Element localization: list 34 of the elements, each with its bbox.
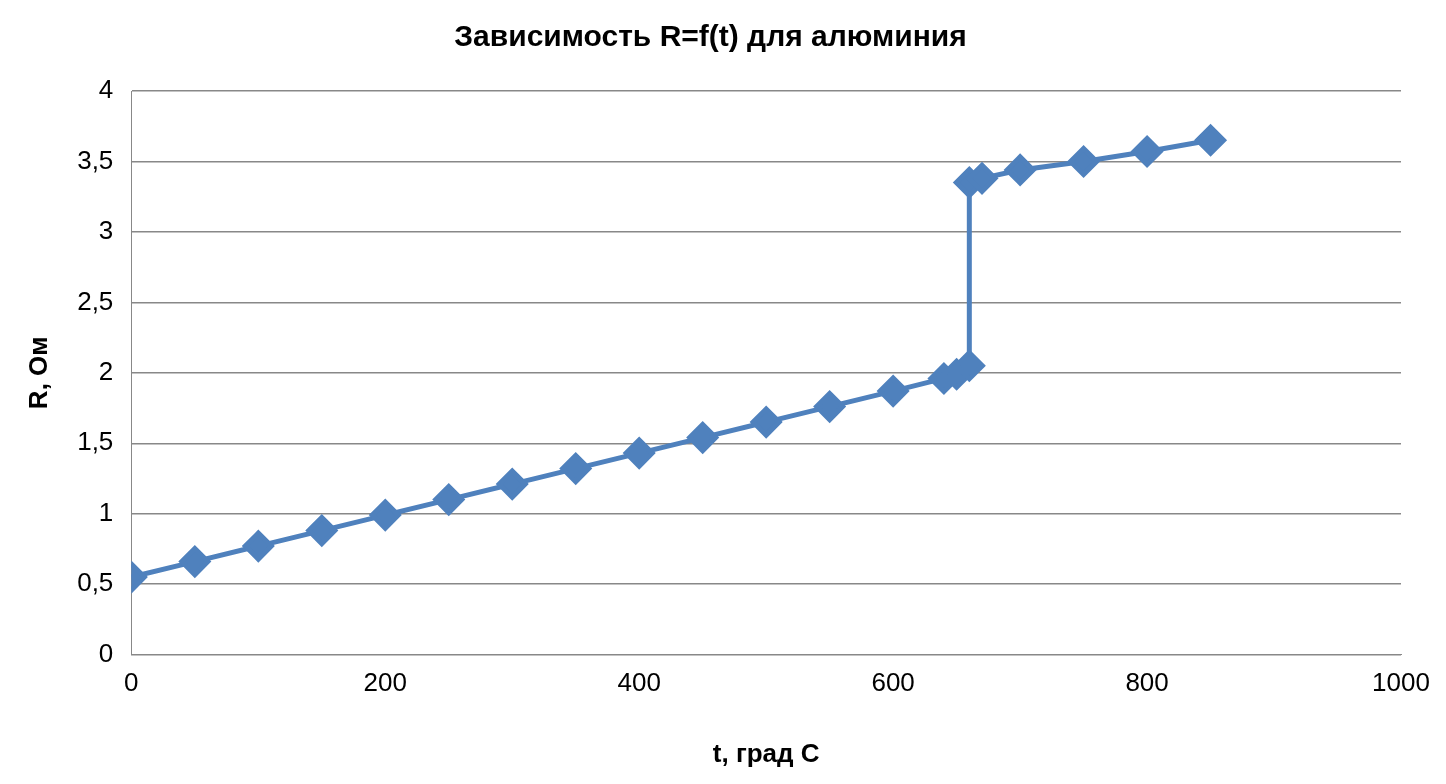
point bbox=[1068, 145, 1100, 177]
point bbox=[814, 391, 846, 423]
y-tick-label: 0,5 bbox=[77, 567, 114, 598]
y-tick-label: 1 bbox=[98, 496, 114, 527]
point bbox=[1131, 136, 1163, 168]
point bbox=[877, 375, 909, 407]
y-tick-label: 1,5 bbox=[77, 426, 114, 457]
x-tick-label: 800 bbox=[1125, 667, 1169, 698]
point bbox=[179, 546, 211, 578]
point bbox=[306, 515, 338, 547]
point bbox=[560, 453, 592, 485]
y-tick-label: 3,5 bbox=[77, 144, 114, 175]
y-tick-label: 3 bbox=[98, 215, 114, 246]
point bbox=[1195, 124, 1227, 156]
point bbox=[1004, 154, 1036, 186]
x-tick-label: 200 bbox=[363, 667, 407, 698]
y-tick-label: 2 bbox=[98, 355, 114, 386]
x-axis-title: t, град С bbox=[712, 737, 820, 768]
y-axis-title: R, Ом bbox=[22, 336, 53, 410]
y-tick-label: 4 bbox=[98, 74, 114, 105]
x-tick-label: 0 bbox=[124, 667, 139, 698]
y-tick-label: 2,5 bbox=[77, 285, 114, 316]
x-tick-label: 600 bbox=[871, 667, 915, 698]
point bbox=[496, 468, 528, 500]
point bbox=[750, 406, 782, 438]
x-tick-label: 400 bbox=[617, 667, 661, 698]
point bbox=[623, 437, 655, 469]
y-tick-label: 0 bbox=[98, 637, 114, 668]
point bbox=[687, 422, 719, 454]
point bbox=[433, 484, 465, 516]
point bbox=[369, 499, 401, 531]
x-tick-label: 1000 bbox=[1372, 667, 1430, 698]
chart-title: Зависимость R=f(t) для алюминия bbox=[454, 19, 967, 53]
point bbox=[242, 530, 274, 562]
